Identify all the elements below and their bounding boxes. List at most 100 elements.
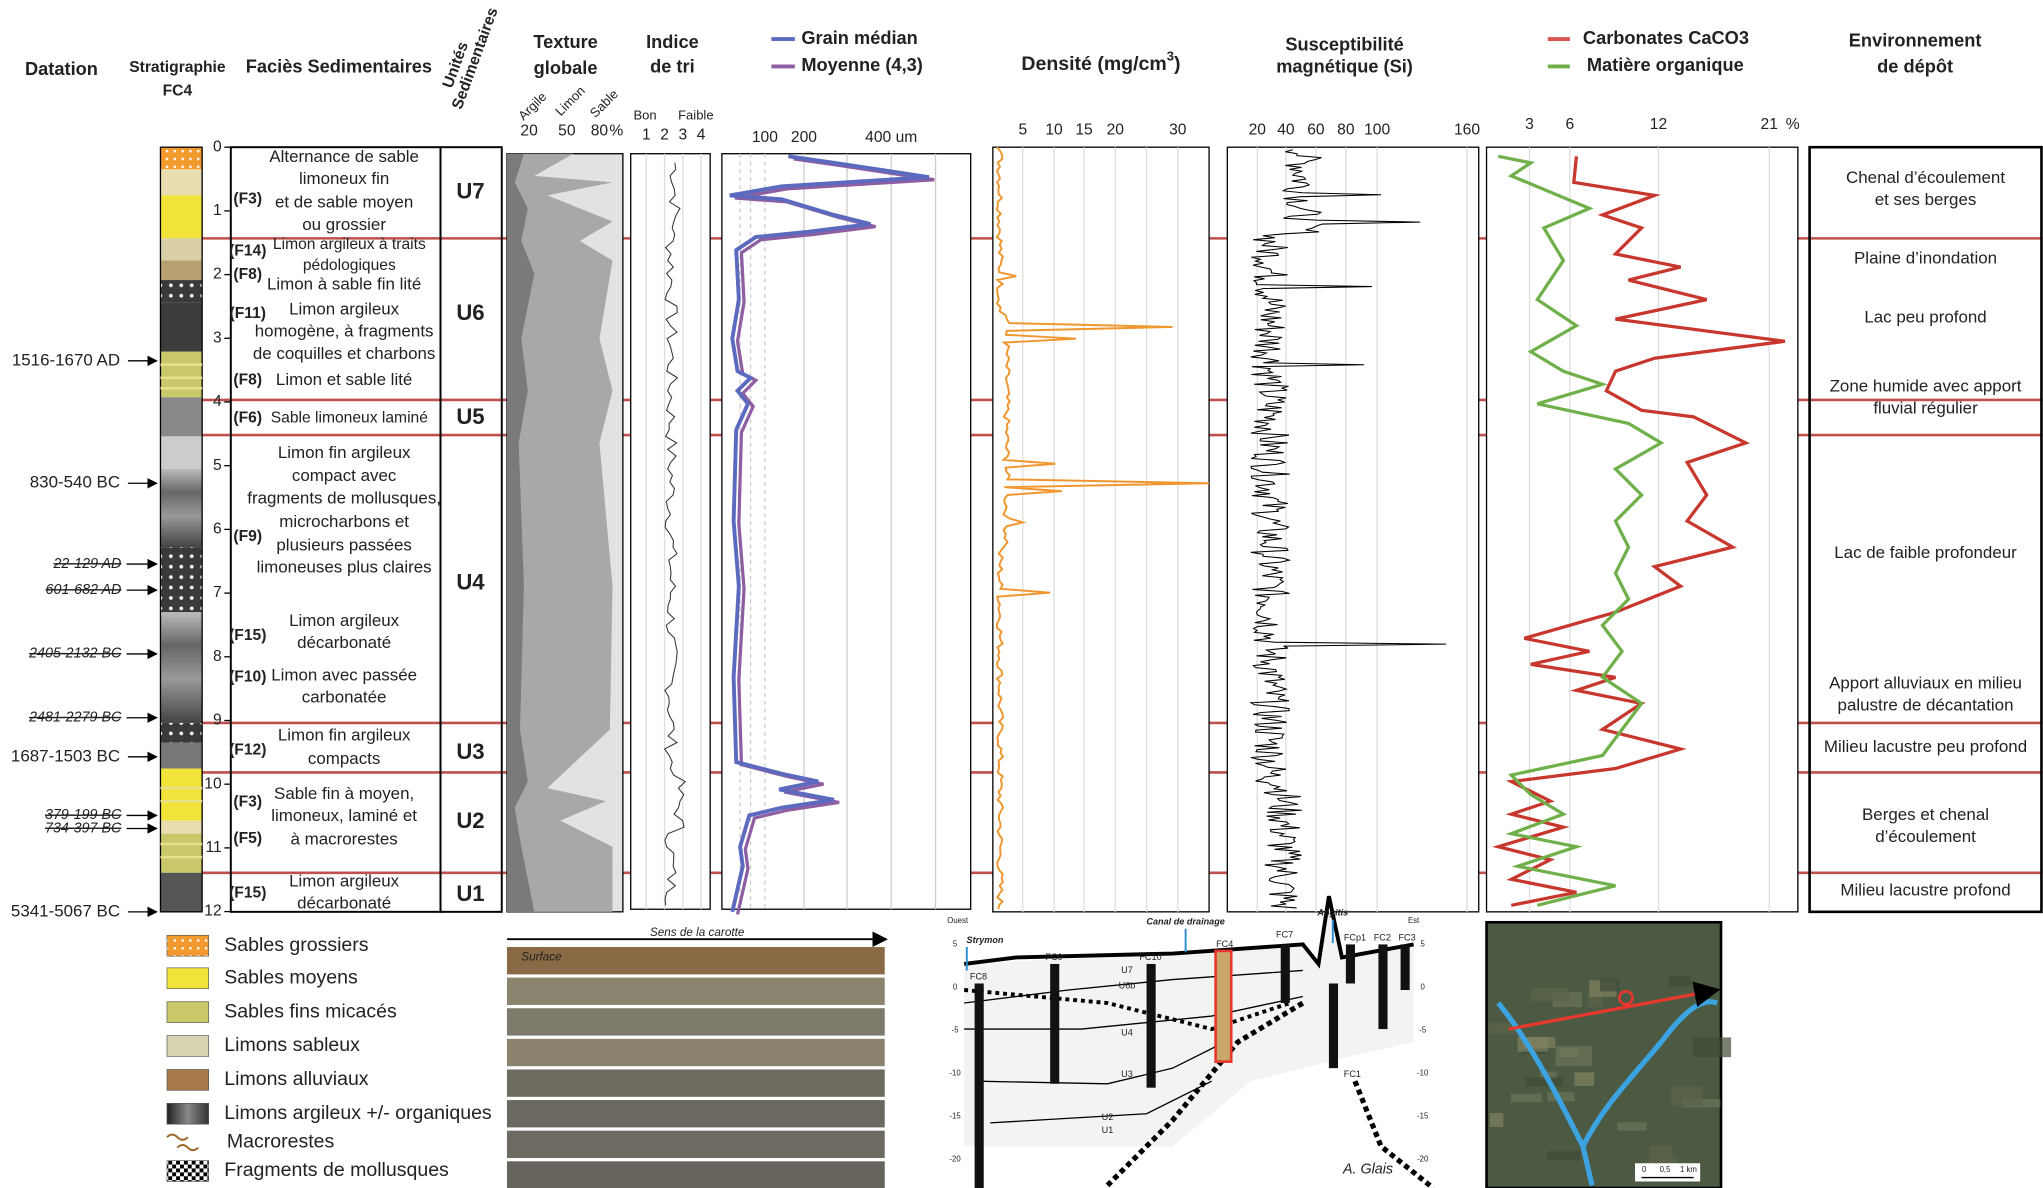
axis-title: Limon (552, 83, 588, 119)
legend-swatch (166, 967, 209, 990)
unit-label: U7 (456, 179, 484, 204)
tick-label: 400 um (865, 129, 917, 146)
legend-swatch (166, 1001, 209, 1023)
tick-label: 20 (1107, 121, 1125, 138)
unit-line (977, 1041, 1226, 1085)
panel (992, 146, 1210, 913)
facies-text: Limon et sable lité (276, 370, 412, 389)
section-label: Ouest (947, 916, 969, 925)
date: 22-129 AD (52, 556, 121, 572)
tick-label: 4 (697, 127, 706, 144)
strat-layer (160, 238, 203, 261)
facies-text: Limon argileux (289, 871, 400, 890)
map-field (1660, 1157, 1678, 1167)
facies-text: de coquilles et charbons (253, 344, 435, 363)
date: 734-397 BC (45, 820, 122, 836)
photo-label: Sens de la carotte (650, 926, 745, 939)
map-field (1547, 1092, 1575, 1102)
axis-title: Bon (633, 107, 656, 122)
environment: Chenal d’écoulement (1846, 168, 2005, 187)
legend-label: Carbonates CaCO3 (1583, 27, 1749, 48)
facies-text: fragments de mollusques, (247, 488, 441, 507)
core-label: FC9 (1045, 952, 1062, 962)
core-photo (506, 1100, 885, 1128)
facies-text: Sable fin à moyen, (274, 784, 414, 803)
map-field (1617, 1122, 1647, 1131)
facies-code: (F5) (233, 830, 262, 847)
core-label: FC1 (1344, 1069, 1361, 1079)
texture-limon (506, 153, 613, 912)
unit-line (990, 1080, 1212, 1124)
facies-text: Limon fin argileux (278, 443, 411, 462)
map-field (1547, 1151, 1581, 1161)
environment: Lac peu profond (1864, 307, 1986, 326)
unit-label: U3 (456, 739, 484, 764)
environment: palustre de décantation (1838, 695, 2014, 714)
header: FC4 (163, 82, 193, 99)
date: 2481-2279 BC (28, 710, 122, 726)
unit-label: U5 (456, 404, 484, 429)
facies-text: pédologiques (303, 257, 396, 274)
environment: Zone humide avec apport (1830, 376, 2022, 395)
depth-tick: 2 (213, 266, 222, 283)
core-label: FC8 (970, 971, 987, 981)
facies-text: à macrorestes (291, 830, 398, 849)
strat-layer (160, 195, 203, 239)
map-field (1670, 1086, 1703, 1106)
legend-label: Moyenne (4,3) (801, 54, 922, 75)
scale-label: 0,5 (1660, 1165, 1672, 1174)
depth-tick: 9 (213, 712, 222, 729)
tick-label: 10 (1045, 121, 1063, 138)
tick-label: % (609, 123, 623, 140)
core-photo (506, 1008, 885, 1036)
map (1485, 920, 1723, 1188)
panel (1485, 146, 1799, 913)
facies-code: (F3) (233, 794, 262, 811)
section-label: Est (1408, 916, 1420, 925)
section-unit: U1 (1102, 1125, 1114, 1135)
dotted-line (1105, 1000, 1305, 1188)
scale-label: 0 (1642, 1165, 1647, 1174)
tick-label: 40 (1277, 121, 1295, 138)
core (1050, 963, 1060, 1084)
axis-title: Faible (678, 107, 713, 122)
section-tick: -20 (949, 1154, 961, 1163)
facies-text: compact avec (292, 466, 397, 485)
tick-label: 3 (1525, 116, 1534, 133)
facies-text: Limon argileux (289, 611, 400, 630)
header-part: ) (1174, 53, 1181, 75)
tick-label: 160 (1454, 121, 1480, 138)
header: Environnement (1849, 29, 1982, 50)
facies-text: Limon à sable fin lité (267, 275, 421, 294)
median-curve (729, 154, 930, 913)
legend-label: Fragments de mollusques (224, 1159, 449, 1181)
depth-tick: 4 (213, 393, 222, 410)
legend-label: Limons alluviaux (224, 1068, 369, 1090)
strat-layer (160, 742, 203, 769)
header: Faciès Sedimentaires (246, 56, 432, 77)
strat-layer (160, 147, 203, 170)
facies-text: Limon fin argileux (278, 725, 411, 744)
depth-tick: 8 (213, 648, 222, 665)
depth-tick: 3 (213, 329, 222, 346)
core (1345, 944, 1355, 984)
header: Indice (646, 31, 699, 52)
density-curve (994, 146, 1210, 910)
depth-tick: 1 (213, 202, 222, 219)
unit-label: U6 (456, 300, 484, 325)
legend-swatch (166, 1160, 209, 1182)
site (1618, 990, 1634, 1006)
facies-text: Limon argileux (289, 299, 400, 318)
environment: Milieu lacustre profond (1840, 880, 2010, 899)
strat-layer (160, 280, 203, 303)
environment: et ses berges (1875, 190, 1977, 209)
section-tick: -15 (1417, 1111, 1429, 1120)
tick-label: 5 (1018, 121, 1027, 138)
depth-tick: 7 (213, 584, 222, 601)
facies-code: (F12) (229, 741, 266, 758)
unit-line (964, 969, 1303, 1004)
date: 2405-2132 BC (28, 646, 122, 662)
facies-code: (F11) (230, 305, 266, 322)
map-field (1555, 1046, 1593, 1067)
legend-label: Sables grossiers (224, 934, 369, 956)
